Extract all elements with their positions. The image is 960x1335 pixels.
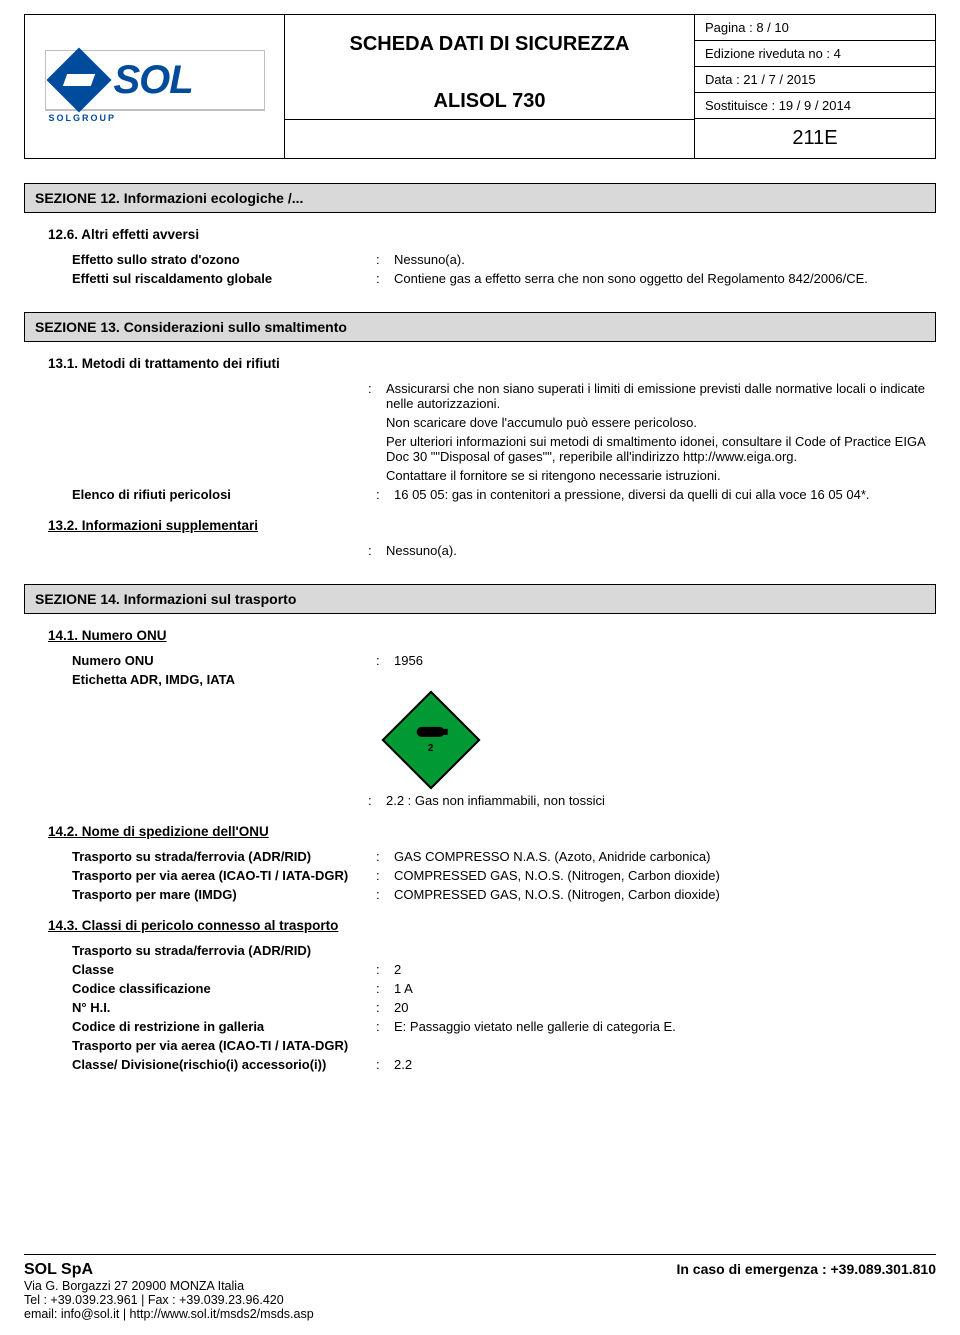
ozone-label: Effetto sullo strato d'ozono bbox=[72, 252, 372, 267]
row-label: Etichetta ADR, IMDG, IATA bbox=[24, 670, 936, 689]
logo-diamond-icon bbox=[46, 47, 111, 112]
division-value: 2.2 bbox=[394, 1057, 936, 1072]
row-warming: Effetti sul riscaldamento globale : Cont… bbox=[24, 269, 936, 288]
row-hi: N° H.I. : 20 bbox=[24, 998, 936, 1017]
hazard-class-num: 2 bbox=[428, 743, 434, 754]
ozone-value: Nessuno(a). bbox=[394, 252, 936, 267]
section-13-bar: SEZIONE 13. Considerazioni sullo smaltim… bbox=[24, 312, 936, 342]
row-road: Trasporto su strada/ferrovia (ADR/RID) :… bbox=[24, 847, 936, 866]
class-label: Classe bbox=[72, 962, 372, 977]
subsection-14-3: 14.3. Classi di pericolo connesso al tra… bbox=[48, 918, 936, 933]
classcode-label: Codice classificazione bbox=[72, 981, 372, 996]
row-wastelist: Elenco di rifiuti pericolosi : 16 05 05:… bbox=[24, 485, 936, 504]
subsection-14-1: 14.1. Numero ONU bbox=[48, 628, 936, 643]
un-value: 1956 bbox=[394, 653, 936, 668]
meta-edition: Edizione riveduta no : 4 bbox=[695, 41, 935, 67]
row-un: Numero ONU : 1956 bbox=[24, 651, 936, 670]
advice-1: Assicurarsi che non siano superati i lim… bbox=[386, 379, 936, 413]
tunnel-value: E: Passaggio vietato nelle gallerie di c… bbox=[394, 1019, 936, 1034]
warming-label: Effetti sul riscaldamento globale bbox=[72, 271, 372, 286]
road-label: Trasporto su strada/ferrovia (ADR/RID) bbox=[72, 849, 372, 864]
subsection-13-1: 13.1. Metodi di trattamento dei rifiuti bbox=[48, 356, 936, 371]
row-class: Classe : 2 bbox=[24, 960, 936, 979]
row-division: Classe/ Divisione(rischio(i) accessorio(… bbox=[24, 1055, 936, 1074]
supp-info: Nessuno(a). bbox=[24, 541, 936, 560]
division-label: Classe/ Divisione(rischio(i) accessorio(… bbox=[72, 1057, 372, 1072]
section-14-bar: SEZIONE 14. Informazioni sul trasporto bbox=[24, 584, 936, 614]
doc-title: SCHEDA DATI DI SICUREZZA bbox=[350, 33, 630, 56]
row-sea: Trasporto per mare (IMDG) : COMPRESSED G… bbox=[24, 885, 936, 904]
row-air: Trasporto per via aerea (ICAO-TI / IATA-… bbox=[24, 866, 936, 885]
page-footer: SOL SpA Via G. Borgazzi 27 20900 MONZA I… bbox=[24, 1254, 936, 1321]
class-value: 2 bbox=[394, 962, 936, 977]
document-header: SOL SOLGROUP SCHEDA DATI DI SICUREZZA AL… bbox=[24, 14, 936, 159]
label-k: Etichetta ADR, IMDG, IATA bbox=[72, 672, 372, 687]
subsection-12-6: 12.6. Altri effetti avversi bbox=[48, 227, 936, 242]
advice-2: Non scaricare dove l'accumulo può essere… bbox=[386, 413, 936, 432]
advice-3: Per ulteriori informazioni sui metodi di… bbox=[386, 432, 936, 466]
disposal-advice: Assicurarsi che non siano superati i lim… bbox=[24, 379, 936, 485]
row-ozone: Effetto sullo strato d'ozono : Nessuno(a… bbox=[24, 250, 936, 269]
class22-line: 2.2 : Gas non infiammabili, non tossici bbox=[24, 791, 936, 810]
meta-replaces: Sostituisce : 19 / 9 / 2014 bbox=[695, 93, 935, 119]
classcode-value: 1 A bbox=[394, 981, 936, 996]
air-label: Trasporto per via aerea (ICAO-TI / IATA-… bbox=[72, 868, 372, 883]
meta-page: Pagina : 8 / 10 bbox=[695, 15, 935, 41]
title-spacer bbox=[285, 119, 695, 158]
wastelist-value: 16 05 05: gas in contenitori a pressione… bbox=[394, 487, 936, 502]
air-value: COMPRESSED GAS, N.O.S. (Nitrogen, Carbon… bbox=[394, 868, 936, 883]
wastelist-label: Elenco di rifiuti pericolosi bbox=[72, 487, 372, 502]
product-name: ALISOL 730 bbox=[434, 90, 546, 113]
logo-brand: SOL bbox=[114, 58, 193, 103]
sea-label: Trasporto per mare (IMDG) bbox=[72, 887, 372, 902]
subsection-13-2: 13.2. Informazioni supplementari bbox=[48, 518, 936, 533]
air-header: Trasporto per via aerea (ICAO-TI / IATA-… bbox=[72, 1038, 372, 1053]
road-value: GAS COMPRESSO N.A.S. (Azoto, Anidride ca… bbox=[394, 849, 936, 864]
class22-text: 2.2 : Gas non infiammabili, non tossici bbox=[386, 791, 936, 810]
row-classcode: Codice classificazione : 1 A bbox=[24, 979, 936, 998]
supp-value: Nessuno(a). bbox=[386, 541, 936, 560]
logo-cell: SOL SOLGROUP bbox=[25, 15, 285, 158]
hi-label: N° H.I. bbox=[72, 1000, 372, 1015]
tunnel-label: Codice di restrizione in galleria bbox=[72, 1019, 372, 1034]
footer-left: SOL SpA Via G. Borgazzi 27 20900 MONZA I… bbox=[24, 1261, 314, 1321]
company-addr: Via G. Borgazzi 27 20900 MONZA Italia bbox=[24, 1279, 314, 1293]
sea-value: COMPRESSED GAS, N.O.S. (Nitrogen, Carbon… bbox=[394, 887, 936, 902]
hi-value: 20 bbox=[394, 1000, 936, 1015]
company-tel: Tel : +39.039.23.961 | Fax : +39.039.23.… bbox=[24, 1293, 314, 1307]
company-name: SOL SpA bbox=[24, 1261, 314, 1279]
subsection-14-2: 14.2. Nome di spedizione dell'ONU bbox=[48, 824, 936, 839]
road-header: Trasporto su strada/ferrovia (ADR/RID) bbox=[72, 943, 372, 958]
hazard-placard-icon: 2 bbox=[386, 695, 476, 785]
row-air-header: Trasporto per via aerea (ICAO-TI / IATA-… bbox=[24, 1036, 936, 1055]
meta-date: Data : 21 / 7 / 2015 bbox=[695, 67, 935, 93]
row-tunnel: Codice di restrizione in galleria : E: P… bbox=[24, 1017, 936, 1036]
gas-cylinder-icon bbox=[417, 727, 445, 737]
logo: SOL SOLGROUP bbox=[45, 50, 265, 123]
row-road-header: Trasporto su strada/ferrovia (ADR/RID) bbox=[24, 941, 936, 960]
title-cell: SCHEDA DATI DI SICUREZZA ALISOL 730 bbox=[285, 15, 695, 119]
advice-4: Contattare il fornitore se si ritengono … bbox=[386, 466, 936, 485]
section-12-bar: SEZIONE 12. Informazioni ecologiche /... bbox=[24, 183, 936, 213]
emergency-contact: In caso di emergenza : +39.089.301.810 bbox=[676, 1261, 936, 1321]
company-email: email: info@sol.it | http://www.sol.it/m… bbox=[24, 1307, 314, 1321]
warming-value: Contiene gas a effetto serra che non son… bbox=[394, 271, 936, 286]
un-label: Numero ONU bbox=[72, 653, 372, 668]
product-code: 211E bbox=[695, 119, 935, 158]
